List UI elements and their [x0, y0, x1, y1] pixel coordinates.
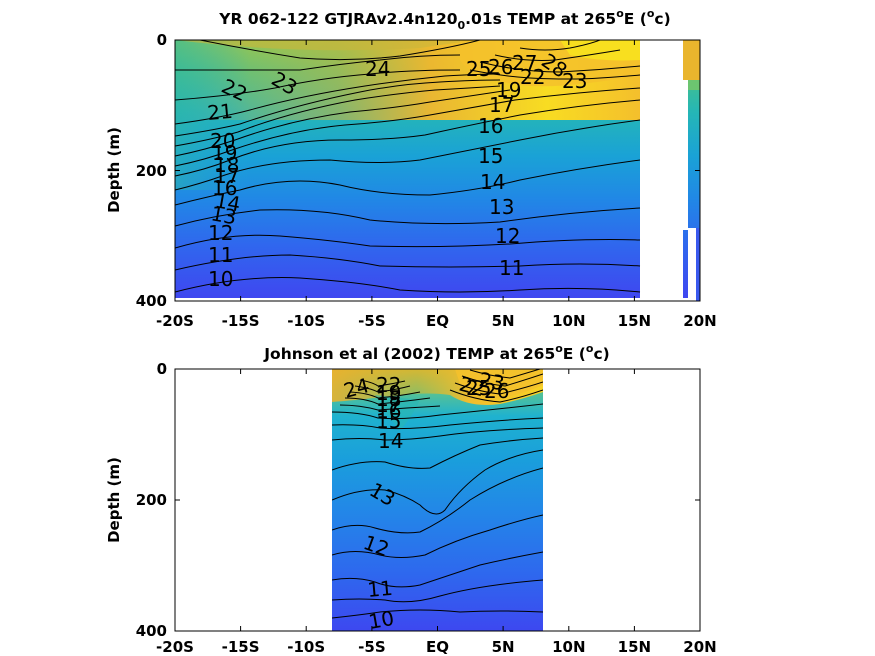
x-tick-label: 20N	[683, 312, 716, 330]
contour-label: 25	[466, 57, 491, 81]
panel-2-y-axis-label: Depth (m)	[105, 457, 123, 543]
contour-label: 19	[376, 381, 401, 405]
contour-label: 18	[214, 153, 239, 177]
panel-2-y-ticks: 0 200 400	[136, 360, 700, 640]
y-tick-label: 200	[136, 162, 167, 180]
x-tick-label: 10N	[552, 312, 585, 330]
y-tick-label: 400	[136, 292, 167, 310]
contour-label: 16	[212, 176, 237, 200]
y-tick-label: 0	[157, 31, 167, 49]
x-tick-label: -15S	[222, 312, 260, 330]
x-tick-label: 15N	[618, 638, 651, 656]
x-tick-label: -20S	[156, 312, 194, 330]
panel-2-field	[332, 369, 543, 631]
x-tick-label: 20N	[683, 638, 716, 656]
panel-1-x-ticks: -20S -15S -10S -5S EQ 5N 10N 15N 20N	[156, 40, 717, 330]
contour-label: 11	[208, 243, 233, 267]
contour-label: 17	[376, 393, 401, 417]
contour-label: 20	[210, 129, 235, 153]
panel-2-x-ticks: -20S -15S -10S -5S EQ 5N 10N 15N 20N	[156, 369, 717, 656]
contour-label: 19	[496, 78, 521, 102]
x-tick-label: -10S	[287, 312, 325, 330]
contour-label: 16	[478, 114, 503, 138]
contour-label: 13	[209, 201, 238, 229]
y-tick-label: 400	[136, 622, 167, 640]
contour-label: 12	[208, 221, 233, 245]
contour-label: 23	[562, 69, 587, 93]
contour-label: 27	[512, 51, 537, 75]
contour-label: 23	[477, 367, 506, 395]
contour-label: 26	[484, 379, 509, 403]
contour-label: 22	[376, 373, 401, 397]
contour-label: 22	[520, 65, 545, 89]
panel-2-observations: Johnson et al (2002) TEMP at 265oE (oc)	[105, 342, 717, 656]
contour-label: 10	[208, 267, 233, 291]
panel-1-title: YR 062-122 GTJRAv2.4n1200.01s TEMP at 26…	[218, 7, 670, 32]
y-tick-label: 200	[136, 491, 167, 509]
x-tick-label: EQ	[426, 312, 449, 330]
x-tick-label: 10N	[552, 638, 585, 656]
panel-2-contour-labels: 24 22 19 18 17 16 15 14 13 12 11 10 22 2…	[341, 367, 509, 634]
panel-1-field	[175, 40, 700, 301]
contour-label: 16	[376, 399, 401, 423]
contour-label: 26	[488, 55, 513, 79]
contour-label: 11	[366, 576, 393, 602]
contour-label: 11	[499, 256, 524, 280]
panel-2-contours	[332, 369, 543, 619]
x-tick-label: EQ	[426, 638, 449, 656]
x-tick-label: -15S	[222, 638, 260, 656]
contour-label: 25	[466, 376, 491, 400]
contour-label: 12	[495, 224, 520, 248]
contour-label: 15	[478, 144, 503, 168]
x-tick-label: 15N	[618, 312, 651, 330]
contour-label: 13	[489, 195, 514, 219]
contour-label: 21	[206, 99, 233, 125]
panel-2-title: Johnson et al (2002) TEMP at 265oE (oc)	[263, 342, 609, 363]
contour-label: 17	[214, 164, 239, 188]
y-tick-label: 0	[157, 360, 167, 378]
contour-label: 18	[376, 387, 401, 411]
x-tick-label: -5S	[358, 312, 385, 330]
contour-label: 10	[367, 606, 396, 634]
x-tick-label: -20S	[156, 638, 194, 656]
contour-label: 24	[365, 57, 390, 81]
x-tick-label: -5S	[358, 638, 385, 656]
contour-label: 14	[213, 188, 242, 216]
x-tick-label: 5N	[492, 312, 515, 330]
panel-1-y-ticks: 0 200 400	[136, 31, 700, 310]
panel-1-contours	[175, 40, 641, 293]
panel-1-model: YR 062-122 GTJRAv2.4n1200.01s TEMP at 26…	[105, 7, 717, 330]
contour-label: 14	[480, 170, 505, 194]
contour-label: 15	[376, 409, 401, 433]
contour-label: 14	[378, 429, 403, 453]
panel-1-y-axis-label: Depth (m)	[105, 127, 123, 213]
x-tick-label: -10S	[287, 638, 325, 656]
contour-label: 19	[212, 141, 237, 165]
x-tick-label: 5N	[492, 638, 515, 656]
contour-label: 17	[489, 93, 514, 117]
